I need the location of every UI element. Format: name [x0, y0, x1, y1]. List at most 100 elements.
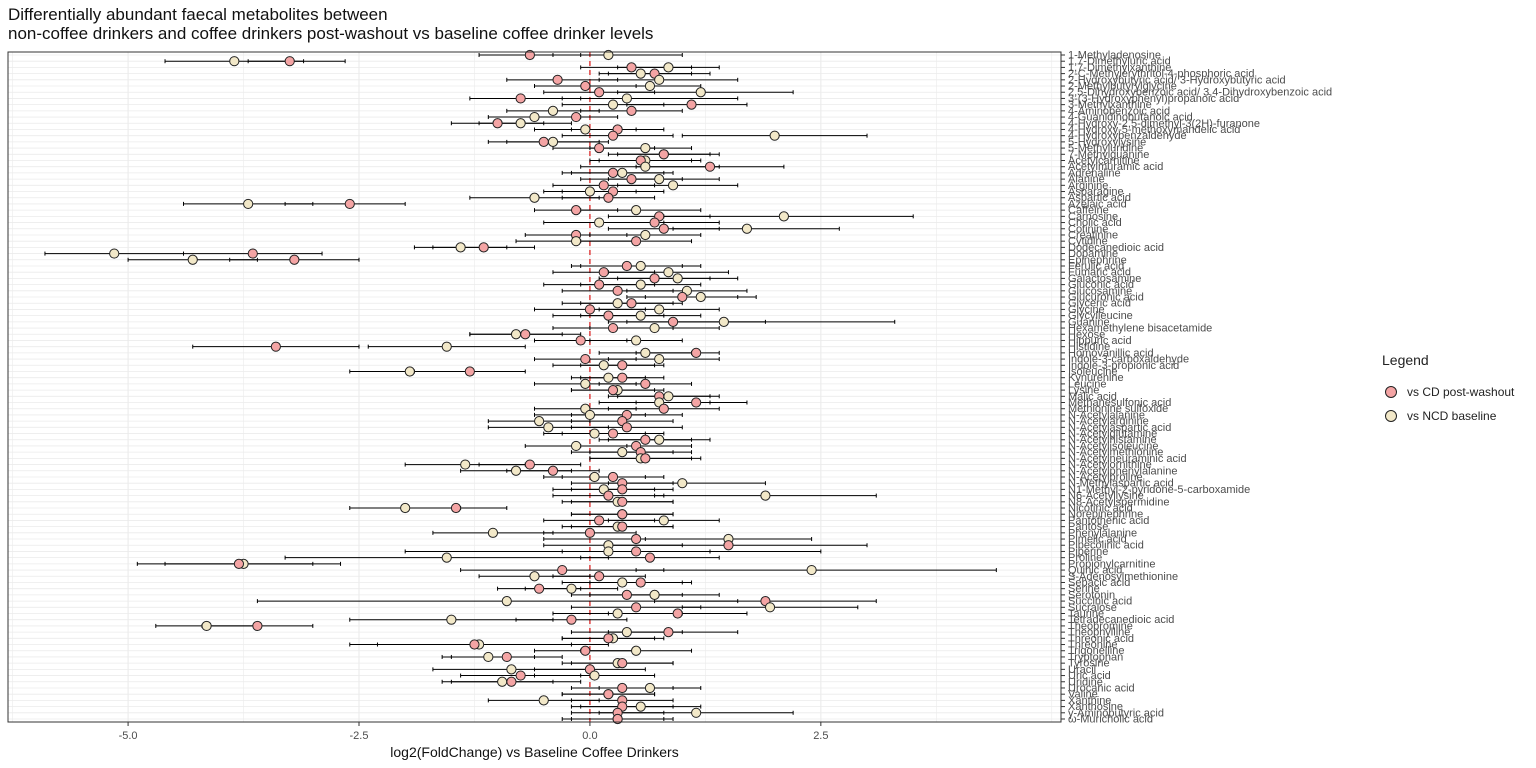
point-ncd-baseline: [529, 111, 540, 123]
point-ncd-baseline: [529, 192, 540, 203]
y-tick-label: N-Acetylarginine: [1068, 416, 1149, 428]
y-tick-label: 4-Guanidinobutanoic acid: [1068, 112, 1193, 124]
point-ncd-baseline: [640, 229, 651, 241]
x-tick-label: -2.5: [350, 730, 369, 742]
point-cd-post-washout: [584, 304, 596, 315]
point-ncd-baseline: [506, 664, 517, 675]
y-tick-label: N-Acetylhistamine: [1068, 434, 1157, 446]
y-tick-label: Xanthosine: [1068, 701, 1123, 713]
point-cd-post-washout: [469, 639, 480, 650]
point-ncd-baseline: [547, 136, 559, 147]
y-tick-label: Malic acid: [1068, 391, 1117, 403]
point-ncd-baseline: [529, 571, 540, 582]
point-ncd-baseline: [404, 366, 415, 377]
y-tick-label: Sebacic acid: [1068, 577, 1130, 589]
point-ncd-baseline: [654, 304, 665, 315]
y-tick-label: Threonic acid: [1068, 633, 1134, 645]
point-cd-post-washout: [644, 552, 656, 563]
point-ncd-baseline: [635, 310, 646, 321]
y-tick-label: 7-Methylguanine: [1068, 149, 1149, 161]
point-cd-post-washout: [603, 490, 614, 501]
point-ncd-baseline: [570, 440, 582, 452]
point-cd-post-washout: [617, 521, 628, 532]
y-tick-label: 2-Methylbutyrylglycine: [1068, 81, 1177, 93]
point-cd-post-washout: [270, 341, 281, 352]
point-ncd-baseline: [617, 447, 628, 458]
point-cd-post-washout: [247, 248, 258, 259]
point-ncd-baseline: [644, 682, 656, 694]
point-cd-post-washout: [450, 502, 462, 514]
point-cd-post-washout: [594, 515, 605, 526]
point-cd-post-washout: [501, 651, 512, 663]
point-cd-post-washout: [524, 459, 535, 470]
point-cd-post-washout: [612, 285, 623, 296]
point-cd-post-washout: [603, 689, 614, 700]
y-tick-label: Isoleucine: [1068, 366, 1118, 378]
point-ncd-baseline: [617, 577, 628, 588]
y-tick-label: Leucine: [1068, 378, 1107, 390]
point-cd-post-washout: [621, 589, 632, 600]
chart-title-line2: non-coffee drinkers and coffee drinkers …: [8, 24, 654, 43]
y-tick-label: Cytidine: [1068, 236, 1108, 248]
point-cd-post-washout: [607, 385, 619, 396]
point-cd-post-washout: [621, 422, 632, 433]
y-tick-label: Ferulic acid: [1068, 260, 1124, 272]
y-tick-label: 4-Aminobenzoic acid: [1068, 105, 1170, 117]
y-tick-label: Dopamine: [1068, 248, 1118, 260]
point-cd-post-washout: [594, 142, 605, 154]
point-ncd-baseline: [769, 130, 780, 141]
point-cd-post-washout: [547, 465, 559, 476]
plot-panel: [8, 52, 1061, 722]
point-ncd-baseline: [741, 223, 753, 234]
point-ncd-baseline: [695, 87, 706, 98]
point-ncd-baseline: [455, 242, 466, 253]
point-ncd-baseline: [534, 416, 545, 427]
point-ncd-baseline: [607, 99, 619, 110]
point-ncd-baseline: [621, 93, 632, 104]
point-cd-post-washout: [626, 174, 637, 185]
y-tick-label: Tetradecanedioic acid: [1068, 614, 1174, 626]
y-tick-label: Indole-3-carboxaldehyde: [1068, 354, 1189, 366]
point-ncd-baseline: [667, 180, 679, 191]
legend-title: Legend: [1382, 352, 1429, 368]
y-tick-label: Aspartic acid: [1068, 192, 1131, 204]
y-tick-label: 4-Hydroxybenzaldehyde: [1068, 130, 1187, 142]
point-cd-post-washout: [626, 62, 637, 73]
point-cd-post-washout: [594, 87, 605, 98]
point-ncd-baseline: [691, 707, 702, 718]
chart-title-line1: Differentially abundant faecal metabolit…: [8, 5, 388, 24]
y-tick-label: Carnosine: [1068, 211, 1118, 223]
point-cd-post-washout: [617, 360, 628, 371]
y-tick-label: Serotonin: [1068, 589, 1115, 601]
point-ncd-baseline: [501, 595, 512, 607]
y-tick-label: Homovanillic acid: [1068, 347, 1154, 359]
legend-label-ncd: vs NCD baseline: [1407, 409, 1497, 423]
legend-item-ncd: vs NCD baseline: [1382, 404, 1514, 428]
point-cd-post-washout: [649, 273, 660, 284]
y-tick-label: Hexose: [1068, 329, 1105, 341]
point-ncd-baseline: [580, 124, 591, 135]
point-ncd-baseline: [589, 428, 600, 439]
y-tick-label: Cotinine: [1068, 223, 1108, 235]
point-cd-post-washout: [603, 310, 614, 321]
legend-item-cd: vs CD post-washout: [1382, 380, 1514, 404]
y-tick-label: Taurine: [1068, 608, 1104, 620]
point-cd-post-washout: [672, 608, 683, 619]
point-cd-post-washout: [607, 130, 619, 141]
point-ncd-baseline: [487, 527, 499, 538]
point-ncd-baseline: [612, 298, 623, 309]
y-tick-label: Trigonelline: [1068, 645, 1124, 657]
point-cd-post-washout: [607, 471, 619, 483]
point-ncd-baseline: [631, 205, 642, 216]
point-cd-post-washout: [515, 670, 526, 681]
point-ncd-baseline: [201, 620, 212, 632]
point-ncd-baseline: [612, 608, 623, 619]
y-tick-label: Adrenaline: [1068, 167, 1121, 179]
point-cd-post-washout: [658, 149, 669, 160]
point-ncd-baseline: [243, 198, 254, 210]
point-ncd-baseline: [460, 459, 471, 470]
point-cd-post-washout: [289, 254, 300, 265]
point-cd-post-washout: [607, 167, 619, 179]
point-cd-post-washout: [621, 260, 632, 272]
point-ncd-baseline: [621, 627, 632, 638]
